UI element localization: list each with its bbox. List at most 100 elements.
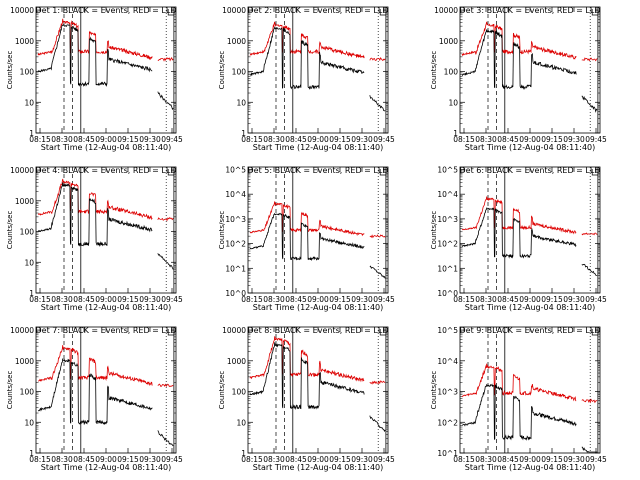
x-tick-label: 08:15 (29, 455, 51, 464)
events-series-line-tail (157, 91, 174, 111)
x-tick-label: 08:30 (475, 295, 497, 304)
lld-series-line (37, 18, 153, 61)
plot-frame (459, 326, 601, 454)
x-tick-label: 09:30 (563, 135, 585, 144)
events-series-line (249, 342, 365, 410)
corner-mark (591, 329, 599, 336)
x-tick-label: 08:45 (285, 455, 307, 464)
x-tick-label: 09:15 (329, 295, 351, 304)
y-axis-label: Counts/sec (430, 51, 438, 90)
y-tick-label: 10 (448, 98, 458, 107)
x-tick-label: 09:45 (373, 455, 395, 464)
plot-frame (247, 6, 389, 134)
detector-plot-6: Det 6: BLACK = Events, RED = LLD10^010^1… (430, 165, 607, 312)
y-tick-label: 10^1 (437, 264, 458, 273)
plot-frame (459, 166, 601, 294)
x-tick-label: 09:00 (95, 295, 117, 304)
x-tick-label: 09:15 (117, 295, 139, 304)
y-axis-label: Counts/sec (6, 211, 14, 250)
x-tick-label: 08:30 (51, 295, 73, 304)
events-series-line (37, 182, 153, 247)
x-tick-label: 08:30 (475, 455, 497, 464)
corner-mark (167, 329, 175, 336)
lld-series-line-tail (581, 57, 598, 62)
events-series-line (461, 383, 577, 441)
x-tick-label: 09:45 (161, 455, 183, 464)
y-axis-label: Counts/sec (218, 371, 226, 410)
x-tick-label: 09:00 (95, 135, 117, 144)
y-tick-label: 1000 (15, 197, 34, 206)
x-tick-label: 08:45 (73, 455, 95, 464)
x-axis-label: Start Time (12-Aug-04 08:11:40) (465, 143, 596, 152)
x-tick-label: 08:30 (263, 135, 285, 144)
x-tick-label: 09:00 (307, 295, 329, 304)
y-tick-label: 1000 (439, 37, 458, 46)
y-tick-label: 1000 (227, 357, 246, 366)
y-tick-label: 10^2 (225, 240, 246, 249)
x-tick-label: 09:30 (563, 455, 585, 464)
corner-mark (379, 9, 387, 16)
corner-mark (379, 169, 387, 176)
events-series-line (37, 23, 153, 88)
detector-plot-5: Det 5: BLACK = Events, RED = LLD10^010^1… (218, 165, 395, 312)
events-series-line-tail (581, 263, 598, 276)
y-tick-label: 10 (236, 98, 246, 107)
y-tick-label: 10^3 (437, 215, 458, 224)
events-series-line-tail (369, 95, 386, 112)
y-tick-label: 10^1 (225, 264, 246, 273)
x-tick-label: 09:30 (351, 135, 373, 144)
x-tick-label: 09:00 (519, 135, 541, 144)
y-tick-label: 10^3 (437, 388, 458, 397)
y-tick-label: 1 (29, 129, 34, 138)
detector-plot-8: Det 8: BLACK = Events, RED = LLD11010010… (218, 326, 395, 472)
y-axis-label: Counts/sec (218, 211, 226, 250)
x-tick-label: 08:45 (73, 135, 95, 144)
corner-mark (167, 169, 175, 176)
detector-plot-7: Det 7: BLACK = Events, RED = LLD11010010… (6, 326, 183, 472)
y-tick-label: 10000 (10, 326, 34, 335)
x-tick-label: 09:30 (351, 295, 373, 304)
x-tick-label: 09:45 (373, 295, 395, 304)
x-tick-label: 08:15 (241, 135, 263, 144)
x-tick-label: 09:30 (139, 135, 161, 144)
x-tick-label: 08:45 (497, 295, 519, 304)
y-tick-label: 1000 (15, 37, 34, 46)
y-tick-label: 100 (444, 68, 459, 77)
y-tick-label: 10^3 (225, 215, 246, 224)
y-tick-label: 10^4 (437, 190, 458, 199)
y-tick-label: 10^1 (437, 449, 458, 458)
lld-series-line-tail (157, 217, 174, 222)
x-axis-label: Start Time (12-Aug-04 08:11:40) (253, 463, 384, 472)
y-tick-label: 10 (24, 98, 34, 107)
corner-mark (167, 9, 175, 16)
y-tick-label: 10000 (222, 6, 246, 15)
x-axis-label: Start Time (12-Aug-04 08:11:40) (41, 463, 172, 472)
x-tick-label: 09:30 (563, 295, 585, 304)
y-tick-label: 100 (20, 68, 35, 77)
x-tick-label: 08:30 (263, 295, 285, 304)
lld-series-line-tail (157, 383, 174, 388)
detector-plot-3: Det 3: BLACK = Events, RED = LLD11010010… (430, 6, 607, 152)
events-series-line (461, 29, 577, 90)
x-tick-label: 09:15 (541, 295, 563, 304)
y-axis-label: Counts/sec (430, 371, 438, 410)
detector-plot-2: Det 2: BLACK = Events, RED = LLD11010010… (218, 6, 395, 152)
y-tick-label: 10^4 (437, 357, 458, 366)
x-tick-label: 09:00 (95, 455, 117, 464)
x-tick-label: 09:00 (519, 455, 541, 464)
y-axis-label: Counts/sec (6, 371, 14, 410)
detector-plot-4: Det 4: BLACK = Events, RED = LLD11010010… (6, 166, 183, 312)
lld-series-line-tail (581, 398, 598, 404)
x-tick-label: 09:15 (117, 455, 139, 464)
y-tick-label: 10^5 (225, 165, 246, 174)
lld-series-line-tail (581, 232, 598, 236)
x-tick-label: 08:30 (475, 135, 497, 144)
lld-series-line-tail (157, 57, 174, 62)
lld-series-line (249, 21, 365, 59)
y-tick-label: 10^2 (437, 240, 458, 249)
lld-series-line (249, 201, 365, 237)
plot-frame (247, 326, 389, 454)
x-tick-label: 09:45 (585, 455, 607, 464)
y-tick-label: 10000 (10, 6, 34, 15)
x-tick-label: 09:00 (519, 295, 541, 304)
